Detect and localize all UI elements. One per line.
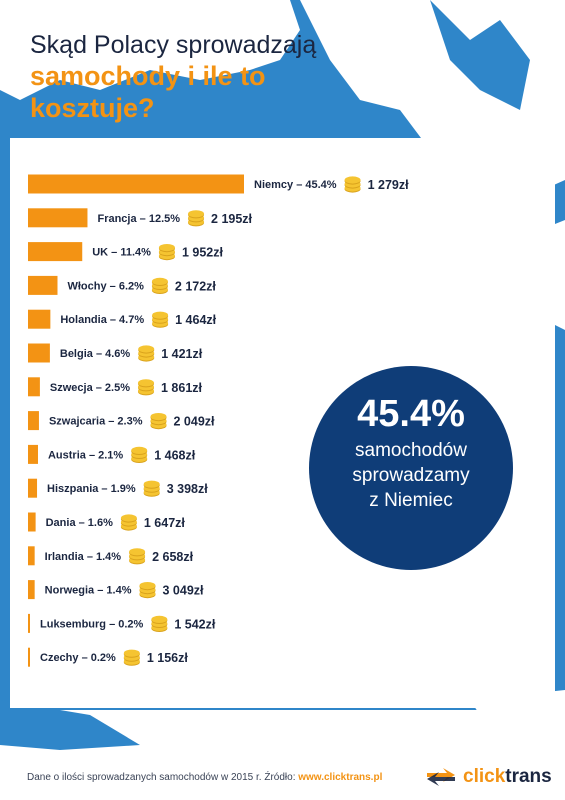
- title-line-2: samochody i ile to: [30, 61, 266, 91]
- bar: [28, 478, 38, 498]
- coin-stack-icon: [120, 514, 137, 531]
- price-label: 1 421zł: [161, 347, 203, 361]
- price-label: 1 279zł: [368, 178, 410, 192]
- coin-stack-icon: [139, 582, 156, 599]
- highlight-value: 45.4%: [357, 393, 465, 435]
- price-label: 1 647zł: [144, 516, 186, 530]
- bar: [28, 275, 58, 295]
- title-line-1: Skąd Polacy sprowadzają: [30, 31, 317, 59]
- bar-label: Szwajcaria – 2.3%: [49, 416, 143, 428]
- bar: [28, 580, 35, 600]
- bar-label: Norwegia – 1.4%: [45, 585, 132, 597]
- bar-label: Hiszpania – 1.9%: [47, 483, 136, 495]
- clicktrans-logo: clicktrans: [425, 766, 552, 788]
- bar-label: Niemcy – 45.4%: [254, 179, 337, 191]
- bar: [28, 546, 35, 566]
- source-text: Dane o ilości sprowadzanych samochodów w…: [27, 772, 299, 783]
- bar-label: UK – 11.4%: [92, 247, 151, 259]
- logo-click-text: click: [463, 766, 506, 787]
- coin-stack-icon: [152, 311, 169, 328]
- price-label: 2 172zł: [175, 279, 217, 293]
- bar: [28, 343, 50, 363]
- footer: Dane o ilości sprowadzanych samochodów w…: [0, 750, 565, 800]
- bar: [28, 309, 51, 329]
- bar-label: Holandia – 4.7%: [60, 314, 144, 326]
- price-label: 1 468zł: [154, 448, 196, 462]
- highlight-line-3: z Niemiec: [369, 490, 452, 511]
- coin-stack-icon: [188, 210, 205, 227]
- bar: [28, 208, 88, 228]
- bar: [28, 613, 30, 633]
- coin-stack-icon: [129, 548, 146, 565]
- coin-stack-icon: [138, 379, 155, 396]
- bar: [28, 242, 83, 262]
- source-note: Dane o ilości sprowadzanych samochodów w…: [27, 772, 382, 783]
- bar: [28, 512, 36, 532]
- source-link[interactable]: www.clicktrans.pl: [298, 772, 383, 783]
- price-label: 3 049zł: [162, 584, 204, 598]
- coin-stack-icon: [123, 649, 140, 666]
- coin-stack-icon: [131, 446, 148, 463]
- price-label: 2 658zł: [152, 550, 194, 564]
- price-label: 1 542zł: [174, 617, 216, 631]
- logo-arrow-icon: [427, 768, 455, 786]
- bar: [28, 444, 38, 464]
- bar-label: Szwecja – 2.5%: [50, 382, 130, 394]
- price-label: 2 195zł: [211, 212, 253, 226]
- bar-chart: Niemcy – 45.4% 1 279zł Francja – 12.5% 2 19…: [28, 174, 513, 667]
- bar: [28, 647, 30, 667]
- coin-stack-icon: [344, 176, 361, 193]
- price-label: 3 398zł: [167, 482, 209, 496]
- bar: [28, 411, 39, 431]
- logo-trans-text: trans: [505, 766, 552, 787]
- bar-label: Dania – 1.6%: [46, 517, 113, 529]
- price-label: 1 464zł: [175, 313, 217, 327]
- title-line-3: kosztuje?: [30, 93, 155, 123]
- price-label: 1 156zł: [147, 651, 189, 665]
- highlight-circle: [309, 366, 513, 570]
- bar-label: Irlandia – 1.4%: [45, 551, 122, 563]
- bar-label: Austria – 2.1%: [48, 449, 123, 461]
- bar-label: Belgia – 4.6%: [60, 348, 131, 360]
- coin-stack-icon: [150, 413, 167, 430]
- coin-stack-icon: [143, 480, 160, 497]
- coin-stack-icon: [138, 345, 155, 362]
- bar: [28, 174, 244, 194]
- price-label: 1 861zł: [161, 381, 203, 395]
- bar-label: Włochy – 6.2%: [67, 280, 144, 292]
- price-label: 2 049zł: [174, 415, 216, 429]
- bar: [28, 377, 40, 397]
- highlight-line-1: samochodów: [355, 440, 467, 461]
- chart-card: Niemcy – 45.4% 1 279zł Francja – 12.5% 2 19…: [10, 138, 555, 708]
- coin-stack-icon: [151, 615, 168, 632]
- coin-stack-icon: [151, 277, 168, 294]
- price-label: 1 952zł: [182, 246, 224, 260]
- bar-label: Francja – 12.5%: [97, 213, 180, 225]
- highlight-line-2: sprowadzamy: [352, 465, 470, 486]
- title-block: Skąd Polacy sprowadzają samochody i ile …: [30, 30, 430, 124]
- bar-label: Luksemburg – 0.2%: [40, 618, 144, 630]
- coin-stack-icon: [158, 244, 175, 261]
- bar-label: Czechy – 0.2%: [40, 652, 116, 664]
